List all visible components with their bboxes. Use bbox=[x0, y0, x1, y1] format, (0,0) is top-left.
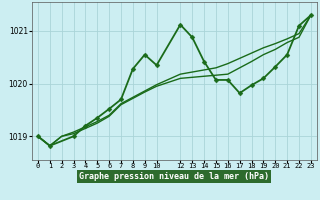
X-axis label: Graphe pression niveau de la mer (hPa): Graphe pression niveau de la mer (hPa) bbox=[79, 172, 269, 181]
